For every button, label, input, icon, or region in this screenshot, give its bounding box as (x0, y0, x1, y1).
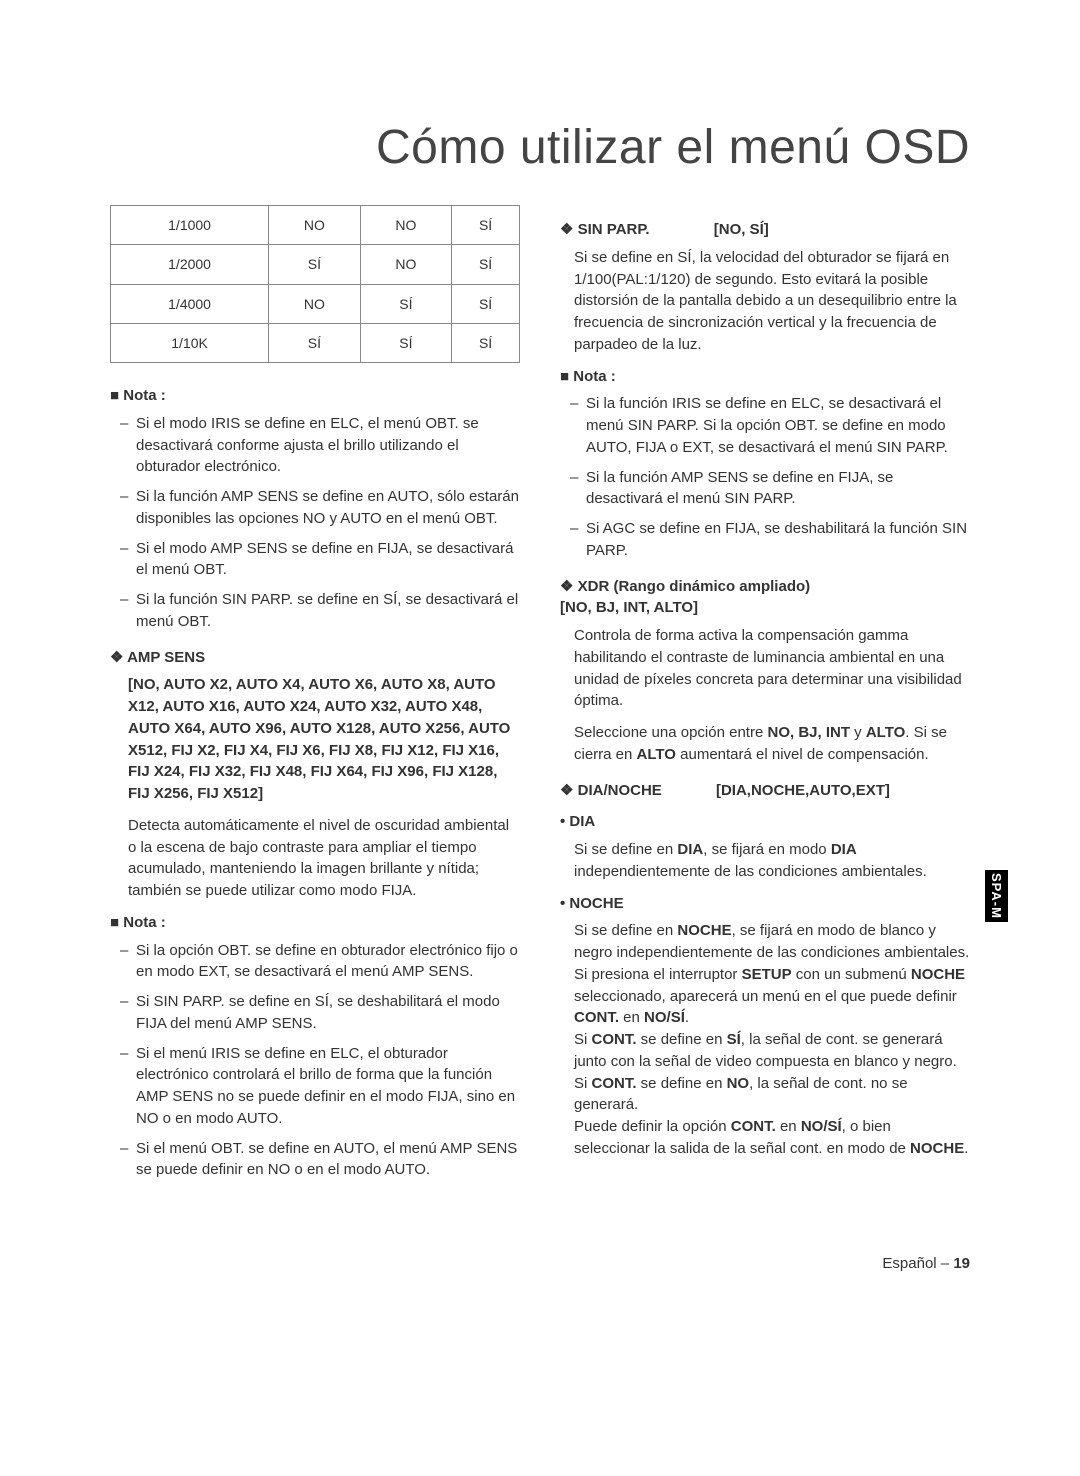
noche-body: Si se define en NOCHE, se fijará en modo… (574, 920, 970, 1159)
table-cell: SÍ (452, 323, 520, 362)
nota-1-list: Si el modo IRIS se define en ELC, el men… (110, 413, 520, 633)
list-item: Si la función SIN PARP. se define en SÍ,… (136, 589, 520, 633)
page-footer: Español – 19 (110, 1255, 970, 1272)
diamond-icon (560, 578, 578, 595)
list-item: Si la función AMP SENS se define en FIJA… (586, 467, 970, 511)
table-cell: SÍ (360, 284, 452, 323)
table-cell: NO (269, 206, 361, 245)
xdr-options: [NO, BJ, INT, ALTO] (560, 599, 698, 616)
table-cell: SÍ (452, 206, 520, 245)
table-cell: SÍ (360, 323, 452, 362)
list-item: Si SIN PARP. se define en SÍ, se deshabi… (136, 991, 520, 1035)
xdr-body-2: Seleccione una opción entre NO, BJ, INT … (574, 722, 970, 766)
table-cell: SÍ (269, 323, 361, 362)
nota-2-heading: Nota : (110, 912, 520, 934)
list-item: Si AGC se define en FIJA, se deshabilita… (586, 518, 970, 562)
list-item: Si la función AMP SENS se define en AUTO… (136, 486, 520, 530)
table-cell: NO (360, 245, 452, 284)
diamond-icon (560, 221, 578, 238)
left-column: 1/1000NONOSÍ1/2000SÍNOSÍ1/4000NOSÍSÍ1/10… (110, 205, 520, 1195)
dia-heading: DIA (560, 811, 970, 833)
xdr-body-1: Controla de forma activa la compensación… (574, 625, 970, 712)
sinparp-body: Si se define en SÍ, la velocidad del obt… (574, 247, 970, 356)
right-column: SIN PARP. [NO, SÍ] Si se define en SÍ, l… (560, 205, 970, 1195)
list-item: Si la opción OBT. se define en obturador… (136, 940, 520, 984)
table-cell: SÍ (452, 284, 520, 323)
sinparp-options: [NO, SÍ] (714, 219, 769, 241)
table-cell: 1/10K (111, 323, 269, 362)
xdr-heading: XDR (Rango dinámico ampliado) [NO, BJ, I… (560, 576, 970, 620)
dianoche-options: [DIA,NOCHE,AUTO,EXT] (716, 780, 890, 802)
table-cell: SÍ (269, 245, 361, 284)
table-cell: NO (360, 206, 452, 245)
list-item: Si la función IRIS se define en ELC, se … (586, 393, 970, 458)
nota-3-heading: Nota : (560, 366, 970, 388)
diamond-icon (110, 649, 127, 666)
dianoche-heading: DIA/NOCHE [DIA,NOCHE,AUTO,EXT] (560, 780, 970, 802)
table-cell: 1/4000 (111, 284, 269, 323)
table-cell: 1/2000 (111, 245, 269, 284)
shutter-table: 1/1000NONOSÍ1/2000SÍNOSÍ1/4000NOSÍSÍ1/10… (110, 205, 520, 363)
sinparp-heading: SIN PARP. [NO, SÍ] (560, 219, 970, 241)
nota-3-list: Si la función IRIS se define en ELC, se … (560, 393, 970, 561)
list-item: Si el modo IRIS se define en ELC, el men… (136, 413, 520, 478)
list-item: Si el menú OBT. se define en AUTO, el me… (136, 1138, 520, 1182)
side-tab: SPA-M (985, 870, 1008, 922)
nota-1-heading: Nota : (110, 385, 520, 407)
diamond-icon (560, 782, 578, 799)
table-cell: SÍ (452, 245, 520, 284)
list-item: Si el menú IRIS se define en ELC, el obt… (136, 1043, 520, 1130)
ampsens-heading: AMP SENS (110, 647, 520, 669)
dia-body: Si se define en DIA, se fijará en modo D… (574, 839, 970, 883)
nota-2-list: Si la opción OBT. se define en obturador… (110, 940, 520, 1182)
table-cell: NO (269, 284, 361, 323)
noche-heading: NOCHE (560, 893, 970, 915)
list-item: Si el modo AMP SENS se define en FIJA, s… (136, 538, 520, 582)
page-title: Cómo utilizar el menú OSD (110, 120, 970, 175)
ampsens-body: Detecta automáticamente el nivel de oscu… (128, 815, 520, 902)
ampsens-options: [NO, AUTO X2, AUTO X4, AUTO X6, AUTO X8,… (128, 674, 520, 805)
table-cell: 1/1000 (111, 206, 269, 245)
